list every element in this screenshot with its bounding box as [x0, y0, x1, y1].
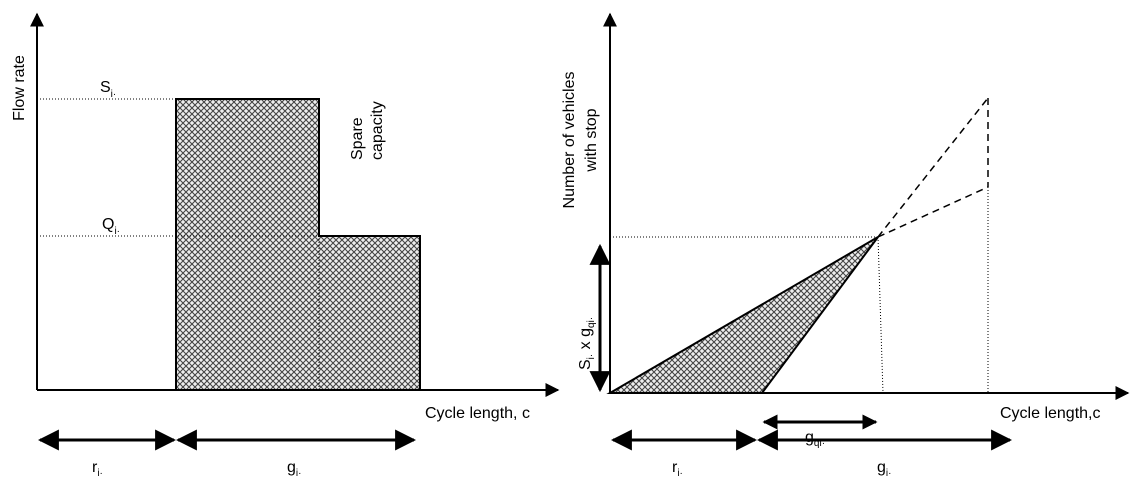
x-axis-label: Cycle length, c	[425, 405, 530, 422]
y-axis-label: Flow rate	[11, 55, 28, 121]
label-part: S	[100, 79, 111, 96]
red-label: ri·	[92, 459, 103, 479]
extension-line	[877, 186, 989, 238]
label-part: qi·	[586, 317, 597, 328]
label-part: i·	[97, 468, 103, 479]
queue-height-label: Si· x gqi·	[577, 317, 597, 370]
label-part: Q	[102, 216, 114, 233]
label-part: i·	[296, 468, 302, 479]
flow-label: Qi·	[102, 216, 120, 237]
extension-line	[877, 97, 989, 238]
label-part: r	[92, 459, 98, 476]
queue-area	[606, 236, 879, 394]
label-part: i·	[114, 226, 120, 237]
right-panel: Number of vehicles with stop Si· x gqi· C…	[561, 12, 1130, 479]
label-part: i·	[886, 468, 892, 479]
red-label: ri·	[672, 459, 683, 479]
label-part: g	[287, 459, 296, 476]
label-part: r	[672, 459, 678, 476]
y-axis-label: Number of vehicles with stop	[561, 72, 600, 209]
queue-end-line	[877, 236, 884, 394]
label-part: Number of vehicles	[561, 72, 578, 209]
label-part: Spare	[349, 117, 366, 160]
label-part: i·	[111, 89, 117, 100]
label-part: g	[805, 429, 814, 446]
label-part: g	[877, 459, 886, 476]
label-part: i·	[586, 354, 597, 360]
spare-capacity-label: Spare capacity	[349, 101, 386, 160]
label-part: with stop	[583, 108, 600, 172]
green-label: gi·	[287, 459, 301, 479]
label-part: x g	[577, 328, 594, 354]
label-part: S	[577, 359, 594, 370]
left-panel: Flow rate Si· Qi· Spare capacity Cycle le…	[11, 12, 560, 479]
x-axis-label: Cycle length,c	[1000, 405, 1101, 422]
saturation-label: Si·	[100, 79, 116, 100]
label-part: i·	[677, 468, 683, 479]
label-part: capacity	[369, 101, 386, 160]
green-label: gi·	[877, 459, 891, 479]
